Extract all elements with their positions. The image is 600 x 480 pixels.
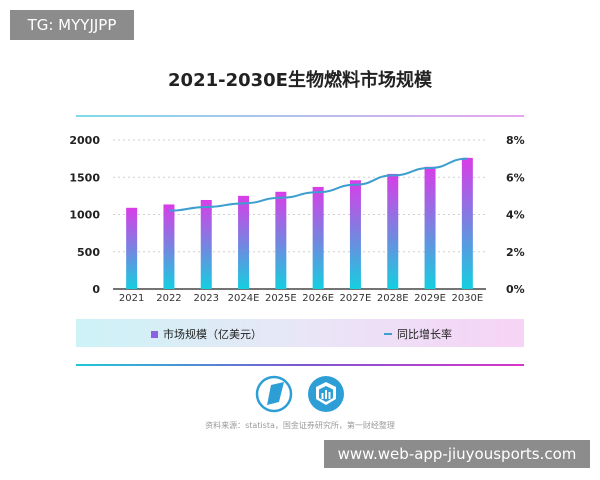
- bar: [200, 199, 212, 289]
- bar: [461, 157, 473, 289]
- x-tick-label: 2024E: [228, 293, 260, 304]
- bar: [238, 195, 250, 289]
- x-tick-label: 2021: [119, 293, 144, 304]
- legend-label-line: 同比增长率: [397, 328, 452, 341]
- compass-logo-icon: [255, 375, 293, 413]
- bar: [126, 207, 138, 289]
- legend-item-bar: 市场规模（亿美元）: [151, 326, 262, 342]
- chart-title: 2021-2030E生物燃料市场规模: [168, 70, 432, 91]
- x-tick-label: 2027E: [340, 293, 372, 304]
- legend-label-bar: 市场规模（亿美元）: [163, 328, 262, 341]
- x-tick-label: 2029E: [414, 293, 446, 304]
- left-tick-label: 2000: [69, 134, 100, 147]
- right-tick-label: 2%: [506, 246, 525, 259]
- chart: 0 500 1000 1500 2000 0% 2% 4% 6% 8% 2021 2022 2023 20…: [69, 134, 525, 304]
- divider-top: [76, 115, 524, 117]
- source-note: 资料来源：statista，国金证券研究所，第一财经整理: [205, 421, 395, 430]
- chart-logo-icon: [308, 376, 344, 412]
- bar: [349, 180, 361, 289]
- bar: [312, 186, 324, 289]
- right-tick-label: 6%: [506, 171, 525, 184]
- left-tick-label: 0: [92, 283, 100, 296]
- divider-bottom: [76, 364, 524, 366]
- x-tick-label: 2025E: [265, 293, 297, 304]
- left-tick-label: 500: [77, 246, 100, 259]
- x-tick-label: 2023: [194, 293, 219, 304]
- x-tick-label: 2026E: [302, 293, 334, 304]
- right-tick-label: 0%: [506, 283, 525, 296]
- left-tick-label: 1000: [69, 209, 100, 222]
- bar: [424, 166, 436, 289]
- x-tick-label: 2028E: [377, 293, 409, 304]
- bar: [387, 173, 399, 289]
- watermark-bottom: www.web-app-jiuyousports.com: [324, 440, 590, 468]
- line-swatch-icon: [384, 333, 392, 335]
- watermark-top: TG: MYYJJPP: [10, 10, 134, 40]
- right-tick-label: 4%: [506, 209, 525, 222]
- bar: [275, 191, 287, 289]
- left-tick-label: 1500: [69, 171, 100, 184]
- x-tick-label: 2022: [156, 293, 181, 304]
- x-tick-label: 2030E: [451, 293, 483, 304]
- legend: 市场规模（亿美元） 同比增长率: [76, 319, 524, 347]
- right-tick-label: 8%: [506, 134, 525, 147]
- bar-swatch-icon: [151, 330, 158, 338]
- bar: [163, 204, 175, 289]
- legend-item-line: 同比增长率: [384, 326, 452, 342]
